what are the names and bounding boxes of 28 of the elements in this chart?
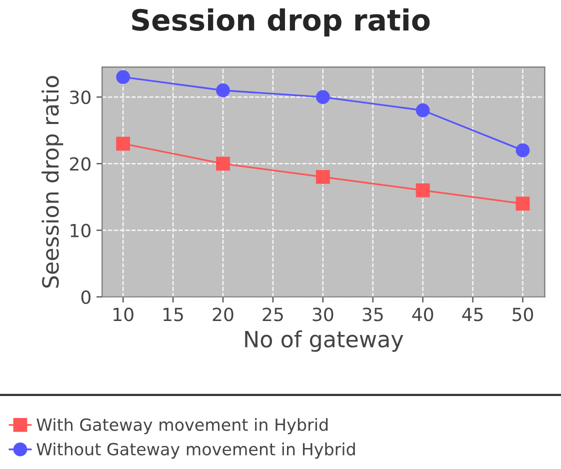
legend-label: Without Gateway movement in Hybrid	[36, 442, 355, 459]
x-tick-label: 20	[212, 308, 234, 322]
point	[116, 136, 130, 151]
y-tick-label: 20	[70, 157, 90, 171]
x-tick-label: 10	[114, 308, 134, 322]
y-tick-label: 30	[70, 90, 90, 104]
x-tick-label: 25	[262, 308, 283, 322]
point	[516, 143, 530, 158]
y-axis-title: Seession drop ratio	[42, 76, 64, 288]
y-tick-label: 10	[70, 224, 90, 238]
point	[416, 103, 430, 118]
chart-title: Session drop ratio	[132, 8, 430, 37]
x-axis-title: No of gateway	[245, 330, 404, 352]
point	[316, 170, 330, 184]
x-tick-label: 50	[512, 308, 534, 322]
legend-label: With Gateway movement in Hybrid	[36, 418, 328, 434]
point	[216, 83, 230, 98]
point	[516, 196, 530, 211]
x-tick-label: 45	[462, 308, 483, 322]
x-tick-label: 15	[164, 308, 183, 322]
point	[216, 156, 230, 171]
x-tick-label: 35	[362, 308, 383, 322]
x-tick-label: 40	[412, 308, 434, 322]
point	[416, 183, 430, 198]
y-tick-label: 0	[81, 290, 90, 304]
x-tick-label: 30	[312, 308, 334, 322]
point	[116, 70, 130, 84]
point	[316, 90, 330, 104]
